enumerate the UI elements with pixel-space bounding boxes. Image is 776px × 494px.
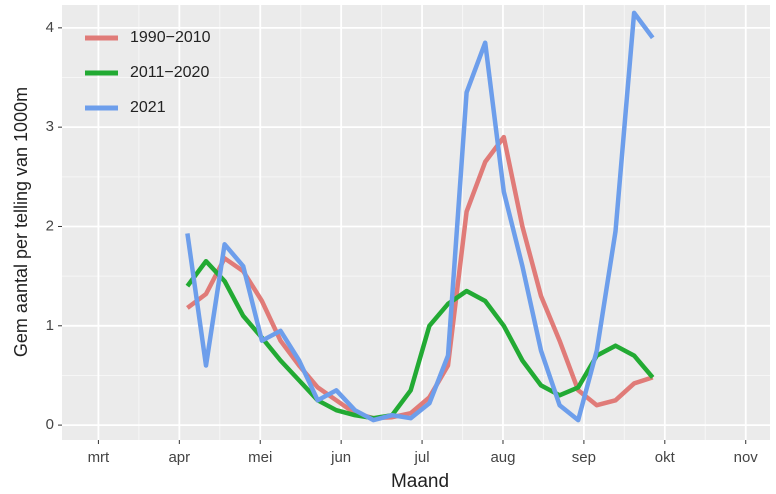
x-tick-label: sep (572, 449, 596, 466)
x-tick-label: nov (734, 449, 759, 466)
x-tick-label: mei (248, 449, 272, 466)
line-series (186, 134, 654, 421)
y-tick-label: 4 (46, 19, 54, 36)
y-axis-label: Gem aantal per telling van 1000m (11, 87, 31, 357)
legend-label: 2021 (130, 99, 166, 116)
x-tick-label: jul (414, 449, 430, 466)
legend-label: 1990−2010 (130, 29, 211, 46)
legend-label: 2011−2020 (130, 64, 209, 81)
y-tick-label: 1 (46, 317, 54, 334)
x-tick-label: apr (168, 449, 190, 466)
x-tick-label: jun (330, 449, 351, 466)
x-tick-label: aug (490, 449, 515, 466)
y-tick-label: 0 (46, 416, 54, 433)
y-tick-label: 3 (46, 118, 54, 135)
x-tick-label: mrt (88, 449, 110, 466)
y-tick-label: 2 (46, 217, 54, 234)
line-series (185, 10, 655, 423)
x-axis-label: Maand (391, 471, 449, 492)
x-tick-label: okt (655, 449, 676, 466)
